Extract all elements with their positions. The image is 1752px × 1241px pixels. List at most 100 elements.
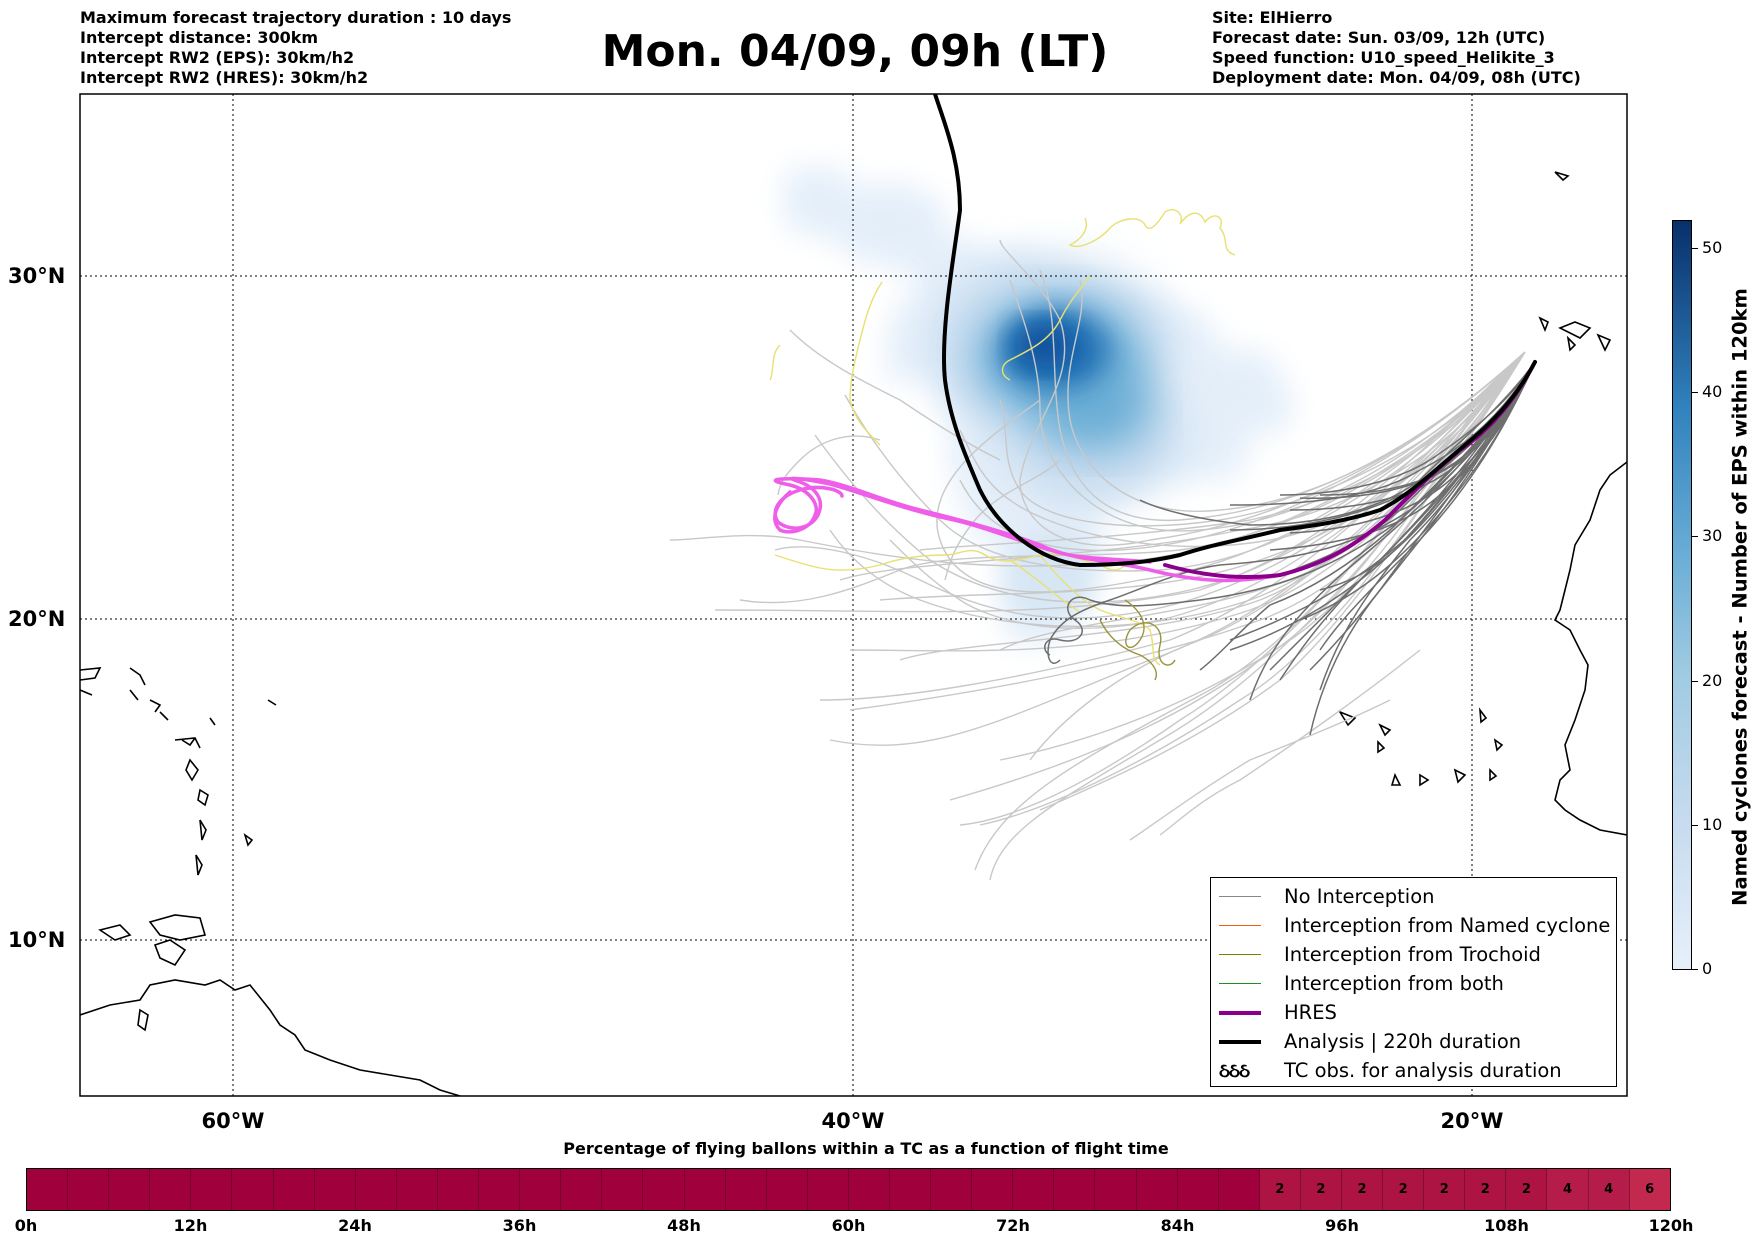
timebar-cell [355,1169,397,1210]
timebar-tick-label: 48h [667,1216,701,1235]
legend-item: Interception from both [1211,969,1616,998]
density-colorbar [1672,220,1692,970]
timebar-cell: 2 [1342,1169,1384,1210]
legend-item: ઠઠઠ TC obs. for analysis duration [1211,1056,1616,1085]
param-line: Intercept distance: 300km [80,28,319,47]
legend-item: HRES [1211,998,1616,1027]
timebar-cell [1095,1169,1137,1210]
timebar-cell [68,1169,110,1210]
timebar-tick-label: 120h [1648,1216,1694,1235]
timebar-cell [766,1169,808,1210]
timebar-cell [27,1169,69,1210]
coastline [80,171,1627,1096]
timebar-value: 2 [1316,1182,1326,1197]
timebar-cell [1218,1169,1260,1210]
lon-label: 20°W [1441,1109,1504,1133]
timebar-value: 2 [1480,1182,1490,1197]
colorbar-tick [1692,681,1698,683]
colorbar-label: 40 [1702,382,1723,401]
timebar-tick-label: 96h [1325,1216,1359,1235]
map-frame [79,93,1628,1097]
deployment-date-line: Deployment date: Mon. 04/09, 08h (UTC) [1212,68,1581,87]
map-legend: No Interception Interception from Named … [1210,877,1617,1087]
timebar-cell: 2 [1383,1169,1425,1210]
timebar-value: 2 [1521,1182,1531,1197]
timebar-cell: 4 [1588,1169,1630,1210]
param-line: Intercept RW2 (HRES): 30km/h2 [80,68,369,87]
legend-item: No Interception [1211,882,1616,911]
timebar-cell [437,1169,480,1210]
analysis-trajectory [933,94,1537,568]
timebar-cell: 4 [1547,1169,1589,1210]
lon-label: 40°W [822,1109,885,1133]
timebar-value: 2 [1275,1182,1285,1197]
site-info: Site: ElHierro Forecast date: Sun. 03/09… [1212,8,1581,88]
timebar-cell [314,1169,356,1210]
timebar-cell [232,1169,274,1210]
page-title: Mon. 04/09, 09h (LT) [601,26,1109,77]
timebar-cell [191,1169,233,1210]
legend-item: Interception from Trochoid [1211,940,1616,969]
timebar-value: 4 [1562,1182,1573,1197]
legend-swatch-analysis [1219,1039,1261,1044]
timebar-cell [479,1169,521,1210]
colorbar-title: Named cyclones forecast - Number of EPS … [1728,288,1752,906]
timebar-tick-label: 72h [996,1216,1030,1235]
timebar-title: Percentage of flying ballons within a TC… [563,1139,1169,1158]
timebar-tick-label: 0h [14,1216,38,1235]
timebar-value: 4 [1604,1182,1614,1197]
site-line: Site: ElHierro [1212,8,1333,27]
lat-label: 30°N [8,264,65,288]
legend-label: Interception from both [1284,972,1504,995]
timebar-cell [807,1169,849,1210]
timebar-cell [109,1169,151,1210]
timebar-cell [150,1169,192,1210]
legend-swatch-no-interception [1219,895,1261,898]
legend-swatch-hres [1219,1010,1261,1015]
forecast-parameters: Maximum forecast trajectory duration : 1… [80,8,511,88]
timebar-cell [684,1169,726,1210]
timebar-cell [931,1169,973,1210]
timebar-cell: 2 [1300,1169,1342,1210]
timebar-value: 6 [1645,1182,1655,1197]
speed-function-line: Speed function: U10_speed_Helikite_3 [1212,48,1555,67]
hres-trajectory-loop [773,476,1152,564]
legend-swatch-trochoid [1219,953,1261,956]
colorbar-tick [1692,825,1698,827]
lat-label: 10°N [8,928,65,952]
colorbar-tick [1692,969,1698,971]
timebar-value: 2 [1398,1182,1408,1197]
timebar-cell [520,1169,562,1210]
param-line: Maximum forecast trajectory duration : 1… [80,8,512,27]
timebar-tick-label: 84h [1160,1216,1195,1235]
colorbar-tick [1692,248,1698,250]
timebar-cell [1136,1169,1178,1210]
timebar-cell: 6 [1629,1169,1670,1210]
legend-label: No Interception [1284,885,1435,908]
colorbar-tick [1692,536,1698,538]
timebar-cell [1177,1169,1219,1210]
timebar-cell [725,1169,767,1210]
lat-label: 20°N [8,607,65,631]
cyclone-density-field [783,168,1295,645]
tc-percentage-timebar: 2 2 2 2 2 2 2 4 4 6 [26,1168,1671,1211]
timebar-cell [396,1169,438,1210]
timebar-cell [273,1169,315,1210]
timebar-cell: 2 [1506,1169,1548,1210]
legend-item: Analysis | 220h duration [1211,1027,1616,1056]
colorbar-label: 20 [1702,671,1723,690]
timebar-tick-label: 108h [1484,1216,1529,1235]
legend-swatch-both [1219,982,1261,985]
legend-label: TC obs. for analysis duration [1284,1059,1562,1082]
legend-label: Interception from Trochoid [1284,943,1541,966]
legend-label: Interception from Named cyclone [1284,914,1611,937]
colorbar-label: 10 [1702,815,1723,834]
colorbar-label: 30 [1702,526,1723,545]
legend-label: HRES [1284,1001,1337,1024]
param-line: Intercept RW2 (EPS): 30km/h2 [80,48,355,67]
timebar-cell: 2 [1259,1169,1301,1210]
colorbar-label: 0 [1702,959,1713,978]
timebar-cell [643,1169,685,1210]
timebar-value: 2 [1357,1182,1367,1197]
